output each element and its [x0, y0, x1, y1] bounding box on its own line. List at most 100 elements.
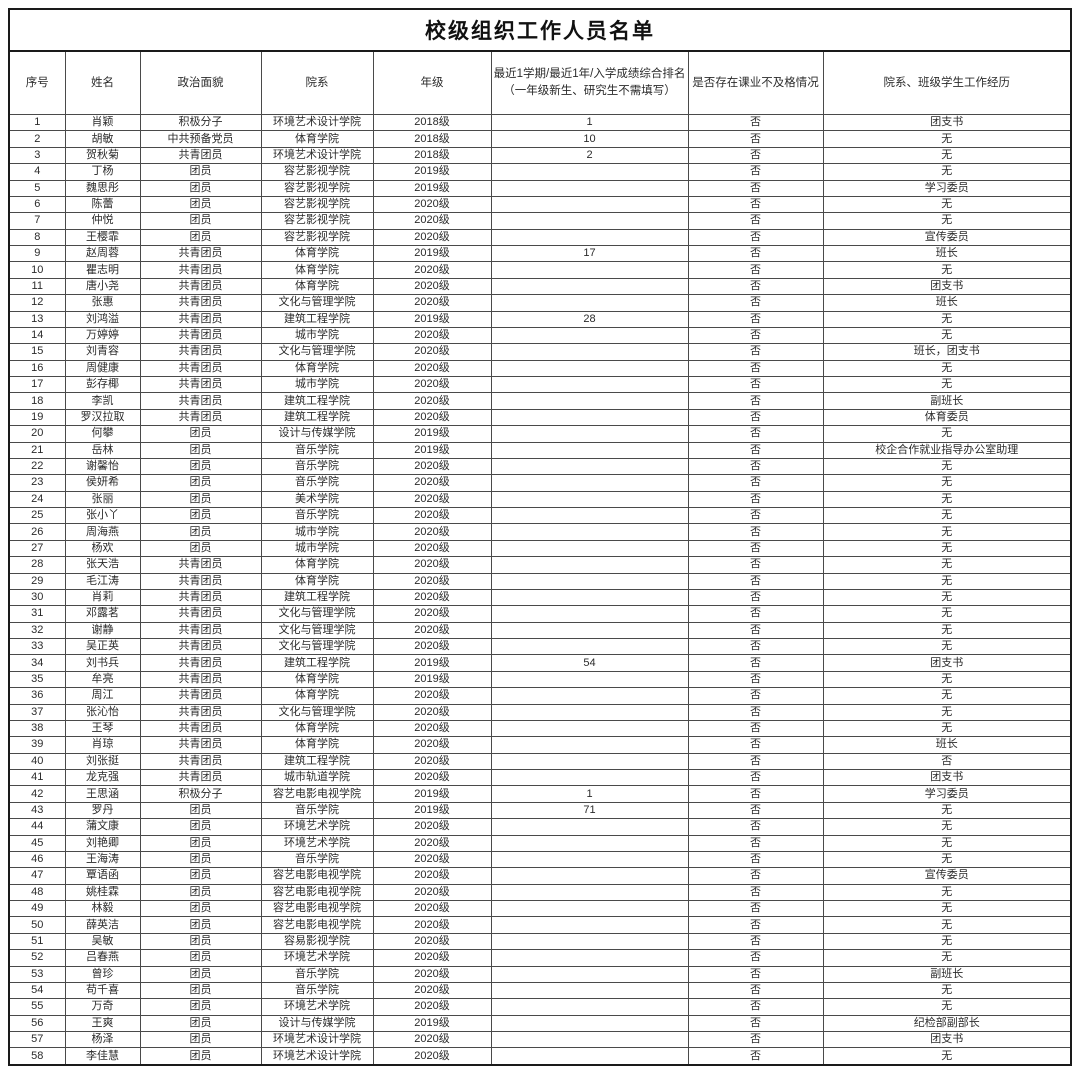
cell-ranking	[490, 916, 689, 934]
cell-failing-status: 否	[687, 556, 824, 574]
cell-grade: 2020级	[372, 703, 492, 721]
cell-failing-status: 否	[687, 113, 824, 132]
cell-grade: 2018级	[372, 146, 492, 165]
cell-name: 仲悦	[64, 212, 141, 230]
cell-work-experience: 无	[822, 375, 1072, 394]
cell-work-experience: 团支书	[822, 113, 1072, 132]
cell-work-experience: 无	[822, 310, 1072, 328]
cell-work-experience: 无	[822, 588, 1072, 607]
cell-political-status: 共青团员	[139, 637, 262, 656]
cell-name: 万婷婷	[64, 326, 141, 345]
cell-failing-status: 否	[687, 195, 824, 214]
cell-name: 张小丫	[64, 506, 141, 525]
table-row: 17 彭存椰 共青团员 城市学院 2020级 否无	[8, 375, 1072, 394]
cell-political-status: 团员	[139, 539, 262, 558]
cell-name: 毛江涛	[64, 572, 141, 590]
cell-grade: 2020级	[372, 261, 492, 279]
cell-failing-status: 否	[687, 425, 824, 443]
table-row: 4 丁杨 团员 容艺影视学院 2019级 否无	[8, 163, 1072, 181]
cell-index: 40	[8, 752, 66, 771]
cell-name: 王爽	[64, 1014, 141, 1033]
cell-political-status: 团员	[139, 474, 262, 492]
cell-political-status: 共青团员	[139, 621, 262, 640]
cell-grade: 2020级	[372, 883, 492, 902]
cell-department: 容艺影视学院	[260, 163, 374, 181]
cell-department: 设计与传媒学院	[260, 425, 374, 443]
cell-work-experience: 无	[822, 425, 1072, 443]
cell-political-status: 团员	[139, 998, 262, 1016]
cell-department: 容艺电影电视学院	[260, 867, 374, 885]
cell-department: 音乐学院	[260, 474, 374, 492]
cell-department: 容艺影视学院	[260, 212, 374, 230]
cell-work-experience: 团支书	[822, 1030, 1072, 1049]
cell-political-status: 团员	[139, 195, 262, 214]
cell-index: 3	[8, 146, 66, 165]
cell-ranking: 10	[490, 130, 689, 148]
cell-department: 文化与管理学院	[260, 343, 374, 361]
cell-work-experience: 无	[822, 949, 1072, 967]
cell-ranking	[490, 998, 689, 1016]
cell-work-experience: 学习委员	[822, 179, 1072, 197]
cell-political-status: 团员	[139, 818, 262, 836]
cell-department: 体育学院	[260, 261, 374, 279]
cell-department: 文化与管理学院	[260, 621, 374, 640]
cell-failing-status: 否	[687, 1030, 824, 1049]
cell-index: 16	[8, 359, 66, 378]
cell-political-status: 团员	[139, 932, 262, 951]
cell-index: 2	[8, 130, 66, 148]
table-row: 37 张沁怡 共青团员 文化与管理学院 2020级 否无	[8, 703, 1072, 721]
cell-grade: 2019级	[372, 179, 492, 197]
cell-name: 吕春燕	[64, 949, 141, 967]
cell-work-experience: 班长	[822, 244, 1072, 263]
table-row: 1 肖颖 积极分子 环境艺术设计学院 2018级 1 否团支书	[8, 113, 1072, 132]
cell-ranking	[490, 425, 689, 443]
cell-political-status: 共青团员	[139, 244, 262, 263]
cell-grade: 2020级	[372, 359, 492, 378]
cell-department: 城市轨道学院	[260, 768, 374, 787]
cell-department: 音乐学院	[260, 506, 374, 525]
cell-failing-status: 否	[687, 523, 824, 541]
cell-failing-status: 否	[687, 408, 824, 427]
cell-ranking	[490, 883, 689, 902]
cell-political-status: 积极分子	[139, 785, 262, 803]
cell-work-experience: 无	[822, 687, 1072, 705]
table-row: 18 李凯 共青团员 建筑工程学院 2020级 否副班长	[8, 392, 1072, 410]
cell-ranking	[490, 523, 689, 541]
cell-failing-status: 否	[687, 228, 824, 247]
cell-work-experience: 团支书	[822, 768, 1072, 787]
cell-name: 李凯	[64, 392, 141, 410]
cell-index: 56	[8, 1014, 66, 1033]
cell-department: 环境艺术学院	[260, 998, 374, 1016]
cell-political-status: 共青团员	[139, 326, 262, 345]
cell-name: 牟亮	[64, 670, 141, 689]
cell-failing-status: 否	[687, 654, 824, 672]
table-row: 46 王海涛 团员 音乐学院 2020级 否无	[8, 850, 1072, 869]
col-header-ranking: 最近1学期/最近1年/入学成绩综合排名（一年级新生、研究生不需填写）	[490, 50, 689, 115]
cell-department: 音乐学院	[260, 965, 374, 983]
cell-work-experience: 班长	[822, 736, 1072, 754]
cell-failing-status: 否	[687, 965, 824, 983]
cell-ranking	[490, 375, 689, 394]
cell-grade: 2020级	[372, 1047, 492, 1066]
cell-failing-status: 否	[687, 932, 824, 951]
cell-work-experience: 无	[822, 1047, 1072, 1066]
cell-work-experience: 无	[822, 523, 1072, 541]
cell-political-status: 共青团员	[139, 310, 262, 328]
cell-name: 肖颖	[64, 113, 141, 132]
cell-ranking	[490, 457, 689, 476]
cell-ranking	[490, 212, 689, 230]
cell-name: 丁杨	[64, 163, 141, 181]
cell-name: 邓露茗	[64, 605, 141, 623]
cell-work-experience: 无	[822, 850, 1072, 869]
cell-index: 58	[8, 1047, 66, 1066]
cell-index: 17	[8, 375, 66, 394]
table-row: 7 仲悦 团员 容艺影视学院 2020级 否无	[8, 212, 1072, 230]
cell-grade: 2019级	[372, 244, 492, 263]
table-row: 49 林毅 团员 容艺电影电视学院 2020级 否无	[8, 899, 1072, 918]
cell-index: 24	[8, 490, 66, 509]
cell-grade: 2020级	[372, 277, 492, 296]
table-row: 35 牟亮 共青团员 体育学院 2019级 否无	[8, 670, 1072, 689]
cell-index: 28	[8, 556, 66, 574]
cell-political-status: 共青团员	[139, 768, 262, 787]
cell-work-experience: 班长，团支书	[822, 343, 1072, 361]
